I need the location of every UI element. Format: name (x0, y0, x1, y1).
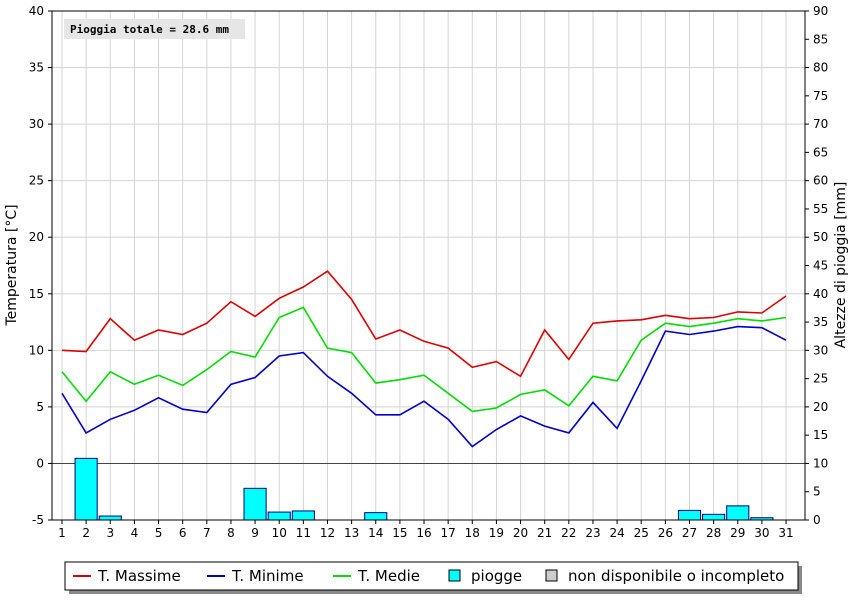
right-tick-label-5: 5 (813, 485, 821, 499)
legend-label-piogge: piogge (471, 567, 522, 585)
right-tick-label-85: 85 (813, 32, 828, 46)
right-tick-label-55: 55 (813, 202, 828, 216)
x-tick-label-6: 6 (179, 526, 187, 540)
right-tick-label-60: 60 (813, 174, 828, 188)
right-tick-label-40: 40 (813, 287, 828, 301)
rain-bar-day-10 (267, 511, 291, 521)
rain-bar-day-29 (726, 505, 750, 521)
right-axis-title: Altezze di pioggia [mm] (833, 182, 849, 349)
x-tick-label-11: 11 (296, 526, 311, 540)
x-tick-label-14: 14 (368, 526, 383, 540)
rain-bar-day-14 (364, 512, 388, 521)
left-tick-label-25: 25 (29, 174, 44, 188)
legend-swatch-non-disponibile-o-incompleto (545, 569, 558, 582)
x-tick-label-20: 20 (513, 526, 528, 540)
x-tick-label-1: 1 (58, 526, 66, 540)
rain-total-annotation: Pioggia totale = 28.6 mm (64, 19, 245, 39)
left-tick-label--5: -5 (32, 513, 44, 527)
right-tick-label-15: 15 (813, 428, 828, 442)
right-tick-label-75: 75 (813, 89, 828, 103)
right-tick-label-10: 10 (813, 456, 828, 470)
legend: T. Massime T. Minime T. Medie piogge non dis… (64, 561, 802, 594)
x-tick-label-16: 16 (416, 526, 431, 540)
x-tick-label-17: 17 (441, 526, 456, 540)
left-axis-title: Temperatura [°C] (4, 204, 20, 326)
x-tick-label-31: 31 (778, 526, 793, 540)
x-tick-label-7: 7 (203, 526, 211, 540)
x-tick-label-10: 10 (272, 526, 287, 540)
right-tick-label-30: 30 (813, 343, 828, 357)
x-tick-label-23: 23 (585, 526, 600, 540)
x-tick-label-25: 25 (634, 526, 649, 540)
x-tick-label-18: 18 (465, 526, 480, 540)
x-tick-label-29: 29 (730, 526, 745, 540)
annotation-text: Pioggia totale = 28.6 mm (70, 23, 229, 36)
left-tick-label-20: 20 (29, 230, 44, 244)
x-tick-label-13: 13 (344, 526, 359, 540)
right-tick-label-35: 35 (813, 315, 828, 329)
temperature-lines (61, 270, 787, 448)
rain-bar-day-27 (677, 509, 702, 521)
x-tick-label-4: 4 (131, 526, 139, 540)
right-tick-label-45: 45 (813, 259, 828, 273)
x-tick-label-12: 12 (320, 526, 335, 540)
x-tick-label-19: 19 (489, 526, 504, 540)
x-tick-label-5: 5 (155, 526, 163, 540)
x-axis-ticks: 1 2 3 4 5 6 7 8 9 10 11 12 13 14 15 16 17 18 19 20 21 22 23 24 2… (58, 520, 794, 540)
series-line-t-minime (61, 325, 787, 448)
right-tick-label-20: 20 (813, 400, 828, 414)
rain-bar-day-3 (98, 515, 122, 521)
legend-box (64, 561, 799, 591)
x-tick-label-15: 15 (392, 526, 407, 540)
annotation-box (64, 19, 245, 39)
rain-bar-day-9 (243, 487, 267, 521)
legend-label-t-minime: T. Minime (231, 567, 304, 585)
grid (52, 10, 805, 521)
rain-bars (74, 457, 774, 521)
plot-frame (51, 10, 806, 521)
x-tick-label-24: 24 (609, 526, 624, 540)
left-tick-label-15: 15 (29, 287, 44, 301)
x-tick-label-9: 9 (251, 526, 259, 540)
left-tick-label-10: 10 (29, 343, 44, 357)
right-tick-label-70: 70 (813, 117, 828, 131)
right-tick-label-0: 0 (813, 513, 821, 527)
left-tick-label-5: 5 (36, 400, 44, 414)
right-axis-ticks: 0 5 10 15 20 25 30 35 40 45 50 55 60 65 70 75 80 85 90 (805, 4, 828, 527)
legend-swatch-piogge (448, 569, 461, 582)
x-tick-label-30: 30 (754, 526, 769, 540)
x-tick-label-26: 26 (658, 526, 673, 540)
x-tick-label-8: 8 (227, 526, 235, 540)
x-tick-label-3: 3 (106, 526, 114, 540)
x-tick-label-2: 2 (82, 526, 90, 540)
left-tick-label-40: 40 (29, 4, 44, 18)
legend-label-non-disponibile-o-incompleto: non disponibile o incompleto (568, 567, 784, 585)
left-tick-label-0: 0 (36, 456, 44, 470)
legend-label-t-medie: T. Medie (357, 567, 420, 585)
series-line-t-massime (61, 270, 787, 378)
right-tick-label-80: 80 (813, 61, 828, 75)
left-tick-label-35: 35 (29, 61, 44, 75)
x-tick-label-22: 22 (561, 526, 576, 540)
left-axis-ticks: -5 0 5 10 15 20 25 30 35 40 (29, 4, 52, 527)
rain-bar-day-28 (702, 513, 726, 521)
left-tick-label-30: 30 (29, 117, 44, 131)
right-tick-label-25: 25 (813, 372, 828, 386)
right-tick-label-90: 90 (813, 4, 828, 18)
series-line-t-medie (61, 306, 787, 413)
rain-bar-day-11 (291, 510, 315, 521)
x-tick-label-27: 27 (682, 526, 697, 540)
right-tick-label-65: 65 (813, 145, 828, 159)
x-tick-label-21: 21 (537, 526, 552, 540)
right-tick-label-50: 50 (813, 230, 828, 244)
legend-label-t-massime: T. Massime (97, 567, 181, 585)
x-tick-label-28: 28 (706, 526, 721, 540)
rain-bar-day-2 (74, 457, 98, 521)
